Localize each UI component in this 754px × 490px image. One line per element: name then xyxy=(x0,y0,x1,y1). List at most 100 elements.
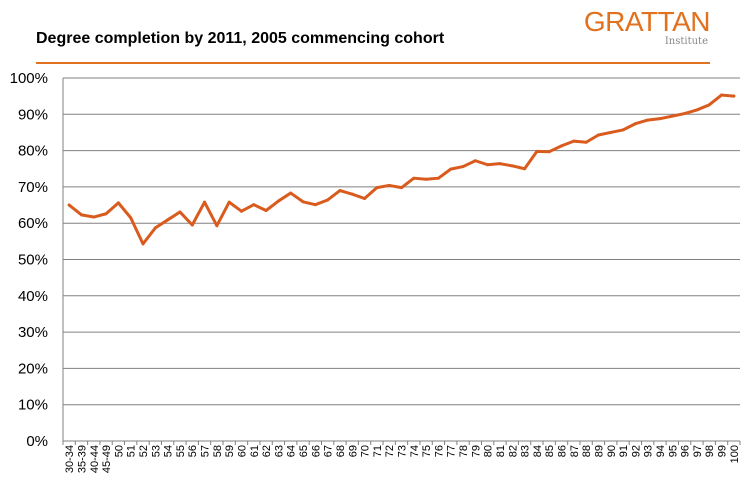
data-point xyxy=(621,128,625,132)
gridlines xyxy=(63,77,740,406)
data-point xyxy=(584,140,588,144)
y-axis: 0% 10% 20% 30% 40% 50% 60% 70% 80% 90% 100% xyxy=(10,70,64,450)
data-point xyxy=(461,165,465,169)
y-tick-label: 80% xyxy=(18,143,48,160)
data-point xyxy=(276,199,280,203)
data-point xyxy=(178,210,182,214)
data-point xyxy=(412,176,416,180)
data-point xyxy=(116,201,120,205)
grattan-logo: GRATTAN Institute xyxy=(584,6,711,50)
x-tick-label: 30-34 xyxy=(64,445,76,473)
x-tick-label: 94 xyxy=(655,445,667,457)
x-tick-label: 60 xyxy=(236,445,248,457)
x-tick-label: 82 xyxy=(507,445,519,457)
data-point xyxy=(633,122,637,126)
data-point xyxy=(203,200,207,204)
x-tick-label: 89 xyxy=(593,445,605,457)
y-tick-label: 100% xyxy=(10,70,48,87)
data-point xyxy=(436,176,440,180)
x-tick-label: 64 xyxy=(286,445,298,457)
data-point xyxy=(104,212,108,216)
x-tick-label: 51 xyxy=(126,445,138,457)
x-tick-label: 66 xyxy=(310,445,322,457)
data-point xyxy=(350,192,354,196)
y-tick-label: 10% xyxy=(18,397,48,414)
x-tick-label: 62 xyxy=(261,445,273,457)
x-tick-label: 80 xyxy=(483,445,495,457)
data-point xyxy=(313,203,317,207)
logo-wordmark: GRATTAN xyxy=(583,6,711,37)
y-tick-label: 50% xyxy=(18,252,48,269)
x-tick-label: 59 xyxy=(224,445,236,457)
x-tick-label: 81 xyxy=(495,445,507,457)
x-tick-label: 71 xyxy=(372,445,384,457)
x-tick-label: 65 xyxy=(298,445,310,457)
y-tick-label: 20% xyxy=(18,360,48,377)
x-tick-label: 40-44 xyxy=(89,445,101,473)
y-tick-label: 90% xyxy=(18,106,48,123)
data-point xyxy=(92,215,96,219)
data-point xyxy=(449,167,453,171)
title-divider xyxy=(36,62,710,64)
data-point xyxy=(732,94,736,98)
x-tick-label: 56 xyxy=(187,445,199,457)
x-tick-label: 68 xyxy=(335,445,347,457)
x-tick-label: 50 xyxy=(113,445,125,457)
x-tick-label: 35-39 xyxy=(76,445,88,473)
data-point xyxy=(424,177,428,181)
y-tick-label: 60% xyxy=(18,215,48,232)
logo-subtitle: Institute xyxy=(664,36,708,47)
x-tick-label: 58 xyxy=(212,445,224,457)
x-tick-label: 100 xyxy=(729,445,741,463)
x-tick-label: 77 xyxy=(446,445,458,457)
data-point xyxy=(252,203,256,207)
x-tick-label: 54 xyxy=(163,445,175,457)
data-point xyxy=(264,208,268,212)
data-point xyxy=(400,186,403,190)
data-point xyxy=(239,209,243,213)
data-point xyxy=(498,162,502,166)
data-point xyxy=(695,108,699,112)
data-point xyxy=(720,93,724,97)
x-tick-label: 87 xyxy=(569,445,581,457)
data-point xyxy=(227,200,231,204)
data-point xyxy=(338,189,342,193)
series-line xyxy=(67,93,736,246)
data-point xyxy=(166,218,170,222)
data-point xyxy=(486,163,490,167)
x-tick-label: 72 xyxy=(384,445,396,457)
x-tick-label: 75 xyxy=(421,445,433,457)
data-point xyxy=(547,150,551,154)
data-point xyxy=(707,103,711,107)
data-point xyxy=(572,139,576,143)
data-point xyxy=(326,198,330,202)
x-tick-label: 96 xyxy=(680,445,692,457)
x-tick-label: 73 xyxy=(397,445,409,457)
x-tick-label: 53 xyxy=(150,445,162,457)
x-tick-label: 52 xyxy=(138,445,150,457)
data-point xyxy=(387,183,391,187)
x-tick-label: 98 xyxy=(704,445,716,457)
data-point xyxy=(215,224,219,228)
x-tick-label: 61 xyxy=(249,445,261,457)
x-tick-label: 84 xyxy=(532,445,544,457)
data-point xyxy=(510,164,514,168)
x-tick-label: 55 xyxy=(175,445,187,457)
data-point xyxy=(301,200,305,204)
data-point xyxy=(190,223,194,227)
x-tick-label: 86 xyxy=(557,445,569,457)
data-point xyxy=(560,144,564,148)
x-tick-label: 91 xyxy=(618,445,630,457)
x-tick-label: 67 xyxy=(323,445,335,457)
x-tick-label: 69 xyxy=(347,445,359,457)
data-point xyxy=(683,112,687,116)
x-tick-label: 99 xyxy=(717,445,729,457)
x-tick-label: 95 xyxy=(667,445,679,457)
x-tick-label: 85 xyxy=(544,445,556,457)
x-tick-label: 88 xyxy=(581,445,593,457)
x-tick-label: 74 xyxy=(409,445,421,457)
x-tick-label: 57 xyxy=(200,445,212,457)
data-point xyxy=(67,203,71,207)
data-point xyxy=(535,149,539,153)
